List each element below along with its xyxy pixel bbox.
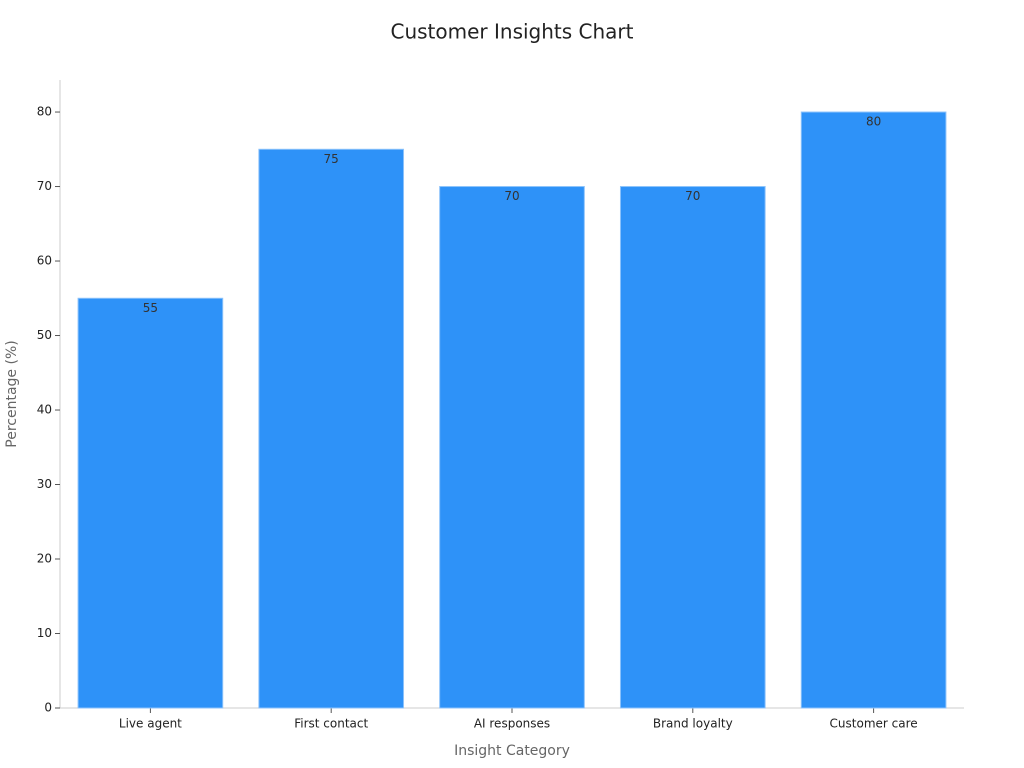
value-label: 80	[866, 115, 881, 129]
bar	[258, 148, 405, 709]
y-tick-label: 70	[37, 179, 52, 193]
x-axis-label: Insight Category	[454, 743, 570, 759]
x-tick-label: First contact	[294, 717, 368, 731]
value-label: 75	[324, 152, 339, 166]
y-tick-label: 80	[37, 105, 52, 119]
chart-title: Customer Insights Chart	[390, 20, 633, 44]
y-tick-label: 60	[37, 254, 52, 268]
y-tick-label: 40	[37, 403, 52, 417]
x-tick-label: AI responses	[474, 717, 550, 731]
y-tick-label: 50	[37, 328, 52, 342]
bar	[77, 297, 224, 709]
value-label: 70	[504, 189, 519, 203]
y-tick-label: 10	[37, 626, 52, 640]
y-tick-label: 30	[37, 477, 52, 491]
y-tick-label: 20	[37, 552, 52, 566]
x-tick-label: Brand loyalty	[653, 717, 733, 731]
y-tick-label: 0	[44, 701, 52, 715]
value-label: 55	[143, 301, 158, 315]
value-label: 70	[685, 189, 700, 203]
y-axis-label: Percentage (%)	[4, 340, 20, 447]
x-tick-label: Live agent	[119, 717, 182, 731]
x-tick-label: Customer care	[830, 717, 918, 731]
bar	[439, 186, 585, 709]
bar	[800, 111, 947, 709]
bar	[619, 186, 766, 709]
